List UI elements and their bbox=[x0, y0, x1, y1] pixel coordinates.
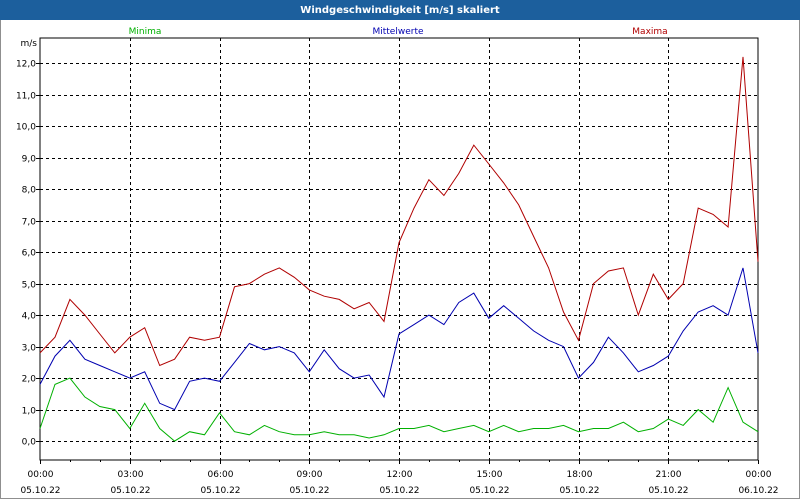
x-tick-time-label: 18:00 bbox=[567, 470, 593, 480]
x-tick-time-label: 00:00 bbox=[746, 470, 772, 480]
y-tick-label: 7,0 bbox=[22, 218, 37, 228]
y-tick-label: 3,0 bbox=[22, 344, 37, 354]
legend-entry: Minima bbox=[129, 27, 162, 37]
y-tick-label: 12,0 bbox=[16, 60, 36, 70]
series-line-maxima bbox=[39, 56, 759, 367]
y-tick-label: 1,0 bbox=[22, 407, 37, 417]
x-tick-time-label: 00:00 bbox=[28, 470, 54, 480]
y-tick-label: 8,0 bbox=[22, 186, 37, 196]
x-tick-time-label: 12:00 bbox=[387, 470, 413, 480]
y-tick-label: 4,0 bbox=[22, 312, 37, 322]
y-tick-label: 5,0 bbox=[22, 281, 37, 291]
x-tick-date-label: 05.10.22 bbox=[20, 486, 60, 496]
y-tick-label: 0,0 bbox=[22, 438, 37, 448]
series-line-minima bbox=[39, 377, 759, 442]
x-tick-date-label: 05.10.22 bbox=[200, 486, 240, 496]
legend-entry: Maxima bbox=[632, 27, 667, 37]
y-tick-label: 11,0 bbox=[16, 92, 36, 102]
y-tick-label: 2,0 bbox=[22, 375, 37, 385]
x-tick-time-label: 21:00 bbox=[656, 470, 682, 480]
x-tick-date-label: 05.10.22 bbox=[289, 486, 329, 496]
x-tick-date-label: 06.10.22 bbox=[738, 486, 778, 496]
x-tick-time-label: 03:00 bbox=[118, 470, 144, 480]
x-tick-time-label: 09:00 bbox=[297, 470, 323, 480]
x-tick-date-label: 05.10.22 bbox=[559, 486, 599, 496]
legend-entry: Mittelwerte bbox=[372, 27, 423, 37]
x-tick-date-label: 05.10.22 bbox=[110, 486, 150, 496]
series-line-mittelwerte bbox=[39, 267, 759, 411]
x-tick-time-label: 15:00 bbox=[477, 470, 503, 480]
x-tick-date-label: 05.10.22 bbox=[379, 486, 419, 496]
x-tick-time-label: 06:00 bbox=[208, 470, 234, 480]
y-tick-label: 6,0 bbox=[22, 249, 37, 259]
y-tick-label: 9,0 bbox=[22, 155, 37, 165]
window-title-bar: Windgeschwindigkeit [m/s] skaliert bbox=[0, 0, 800, 20]
x-tick-date-label: 05.10.22 bbox=[648, 486, 688, 496]
chart-title: Windgeschwindigkeit [m/s] skaliert bbox=[300, 4, 500, 16]
y-tick-label: 10,0 bbox=[16, 123, 36, 133]
x-tick-date-label: 05.10.22 bbox=[469, 486, 509, 496]
y-axis-label: m/s bbox=[21, 39, 38, 49]
